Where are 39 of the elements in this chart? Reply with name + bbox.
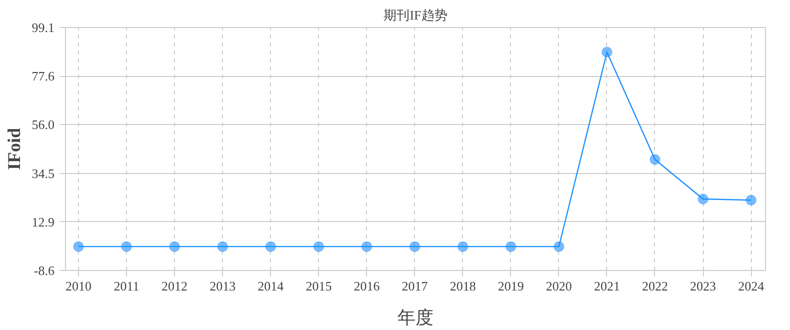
- point: [361, 241, 372, 252]
- point: [313, 241, 324, 252]
- x-tick-label: 2019: [498, 278, 524, 294]
- x-tick-label: 2020: [546, 278, 572, 294]
- point: [457, 241, 468, 252]
- point: [409, 241, 420, 252]
- y-tick-label: 56.0: [32, 117, 54, 132]
- point: [72, 241, 84, 252]
- x-tick-label: 2017: [402, 278, 428, 294]
- y-tick-label: -8.6: [34, 263, 55, 278]
- x-tick-label: 2014: [258, 278, 284, 294]
- point: [698, 193, 709, 204]
- point: [601, 46, 612, 58]
- y-tick-label: 34.5: [32, 166, 54, 181]
- x-tick-label: 2010: [65, 278, 92, 294]
- x-tick-label: 2012: [162, 278, 188, 294]
- point: [650, 154, 660, 165]
- x-tick-label: 2021: [594, 278, 620, 294]
- x-tick-label: 2015: [306, 278, 332, 294]
- point: [217, 241, 228, 252]
- point: [265, 241, 276, 252]
- point: [121, 241, 132, 252]
- y-tick-label: 77.6: [32, 68, 55, 84]
- point: [169, 241, 180, 252]
- x-axis-title: 年度: [398, 308, 434, 328]
- point: [746, 194, 757, 206]
- x-tick-label: 2013: [210, 278, 236, 294]
- x-tick-label: 2024: [738, 278, 765, 294]
- x-tick-label: 2011: [114, 278, 140, 294]
- y-tick-label: 12.9: [32, 214, 54, 230]
- x-tick-label: 2016: [354, 278, 380, 294]
- x-tick-label: 2018: [450, 278, 476, 294]
- chart-title: 期刊IF趋势: [384, 8, 448, 22]
- point: [553, 241, 564, 252]
- x-tick-label: 2022: [642, 278, 668, 294]
- y-axis-title: IFoid: [4, 128, 24, 170]
- x-tick-label: 2023: [690, 278, 716, 294]
- y-tick-label: 99.1: [32, 20, 54, 35]
- point: [505, 241, 516, 252]
